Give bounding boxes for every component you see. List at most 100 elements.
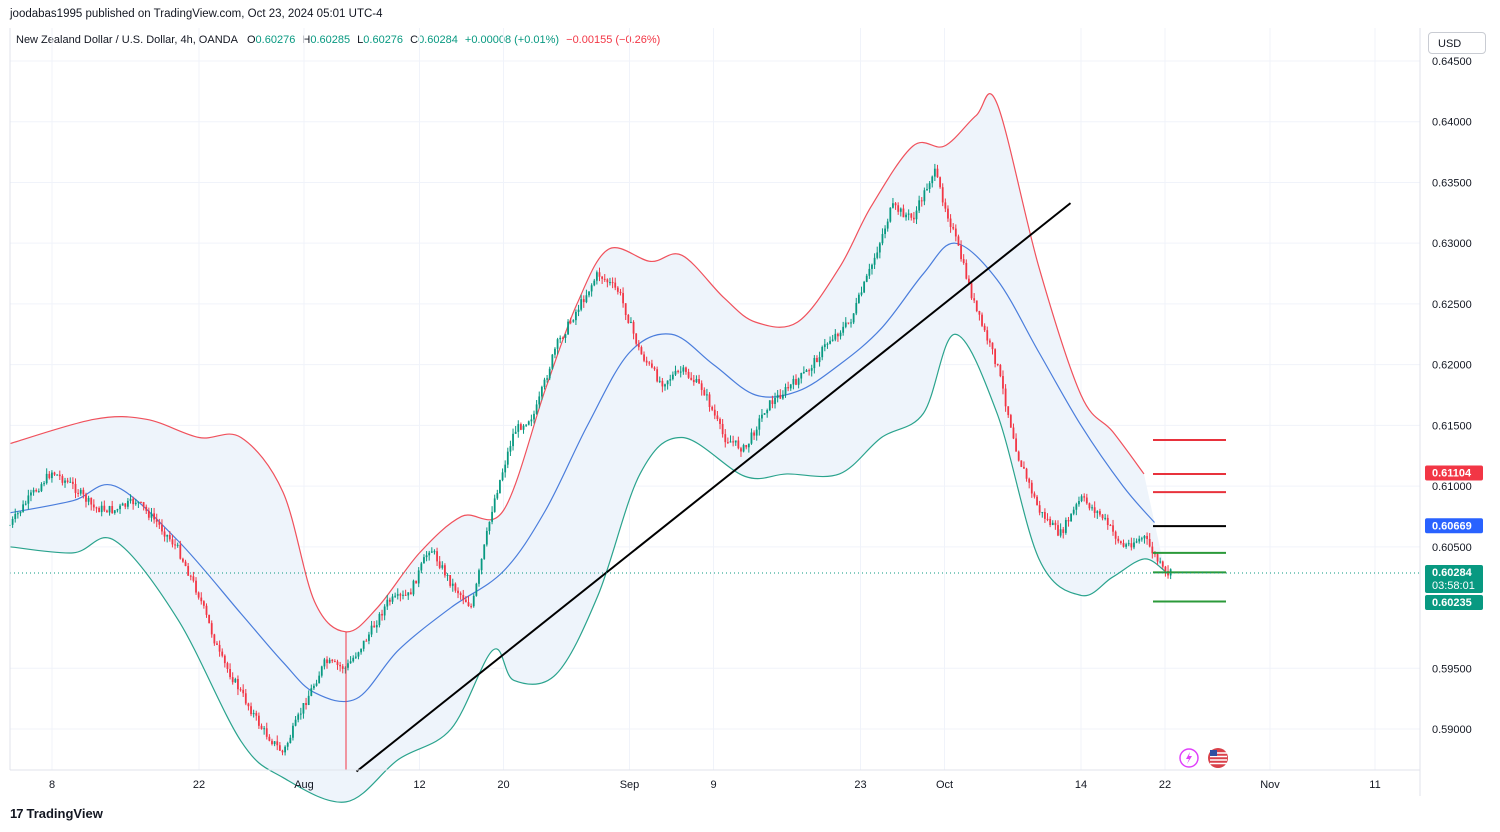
candle-body: [394, 595, 397, 597]
candle-body: [1049, 518, 1052, 526]
candle-body: [965, 262, 968, 279]
candle-body: [247, 703, 250, 707]
candle-body: [315, 683, 318, 686]
candle-body: [216, 643, 218, 645]
candle-body: [774, 397, 776, 405]
candle-body: [1080, 496, 1083, 502]
tradingview-brand[interactable]: 17 TradingView: [10, 806, 103, 821]
currency-button[interactable]: USD: [1428, 32, 1486, 54]
candle-body: [373, 625, 376, 628]
candle-body: [986, 330, 989, 341]
candle-body: [294, 719, 297, 726]
candle-body: [810, 368, 813, 371]
candle-body: [14, 513, 17, 520]
candle-body: [975, 300, 978, 312]
candle-body: [981, 314, 983, 326]
candle-body: [871, 264, 873, 269]
candle-body: [504, 464, 507, 473]
candle-body: [195, 580, 197, 593]
candle-body: [1130, 543, 1133, 548]
candle-body: [480, 558, 483, 571]
candle-body: [857, 294, 860, 303]
candle-body: [983, 325, 986, 331]
candle-body: [973, 298, 976, 301]
candle-body: [952, 226, 955, 229]
candle-body: [137, 501, 140, 503]
candle-body: [64, 480, 66, 483]
candle-body: [436, 551, 438, 562]
candle-body: [289, 737, 292, 743]
candle-body: [383, 606, 386, 616]
candle-body: [278, 745, 281, 751]
candle-body: [412, 580, 415, 595]
candle-body: [467, 602, 470, 607]
candle-body: [1083, 496, 1086, 498]
candle-body: [564, 334, 567, 338]
candle-body: [428, 552, 431, 556]
candle-body: [852, 313, 855, 323]
drawings: [10, 202, 1420, 773]
candle-body: [619, 291, 622, 294]
candle-body: [708, 394, 711, 407]
candle-body: [656, 369, 659, 382]
candle-body: [839, 332, 842, 337]
y-tick-label: 0.64500: [1432, 56, 1472, 68]
candle-body: [913, 217, 915, 220]
candle-body: [132, 498, 135, 505]
candle-body: [134, 502, 137, 505]
candle-body: [100, 505, 103, 513]
candle-body: [116, 509, 119, 511]
candle-body: [622, 293, 624, 304]
candle-body: [305, 703, 307, 705]
candle-body: [640, 347, 643, 355]
basis-line: [9, 242, 1155, 703]
candle-body: [808, 370, 810, 372]
candle-body: [881, 234, 884, 244]
candle-body: [349, 661, 352, 664]
candle-body: [221, 651, 224, 656]
candle-body: [113, 510, 116, 514]
candle-body: [365, 640, 368, 642]
candle-body: [687, 371, 690, 378]
x-tick-label: 9: [710, 779, 716, 791]
candle-body: [988, 340, 991, 343]
candle-body: [991, 342, 994, 350]
candle-body: [483, 544, 486, 559]
candle-body: [281, 750, 284, 753]
candle-body: [837, 333, 839, 337]
candle-body: [449, 574, 452, 586]
candle-body: [905, 214, 907, 218]
candle-body: [375, 625, 378, 628]
symbol-name[interactable]: New Zealand Dollar / U.S. Dollar, 4h, OA…: [16, 34, 238, 46]
candle-body: [813, 357, 816, 369]
candle-body: [150, 513, 153, 518]
y-tick-label: 0.64000: [1432, 117, 1472, 129]
candle-body: [1020, 460, 1023, 467]
x-tick-label: Sep: [620, 779, 640, 791]
candle-body: [771, 400, 774, 405]
candle-body: [850, 322, 852, 324]
candle-body: [320, 666, 323, 676]
candle-body: [878, 243, 881, 253]
candle-body: [1133, 542, 1135, 548]
candle-body: [464, 599, 467, 603]
candle-body: [391, 596, 394, 602]
candle-body: [939, 177, 941, 188]
candle-body: [677, 370, 679, 372]
candle-body: [1070, 513, 1072, 522]
candle-body: [535, 404, 538, 414]
candle-body: [425, 555, 428, 558]
candle-body: [284, 746, 286, 753]
x-tick-label: Oct: [936, 779, 953, 791]
candle-body: [328, 659, 331, 664]
candle-body: [106, 510, 108, 513]
candle-body: [1064, 520, 1067, 533]
candle-body: [818, 357, 821, 363]
candle-body: [527, 421, 530, 425]
candle-body: [947, 208, 949, 219]
candle-body: [978, 311, 981, 315]
candle-body: [187, 566, 190, 576]
tradingview-logo-icon: 17: [10, 806, 24, 821]
candle-body: [954, 228, 957, 237]
